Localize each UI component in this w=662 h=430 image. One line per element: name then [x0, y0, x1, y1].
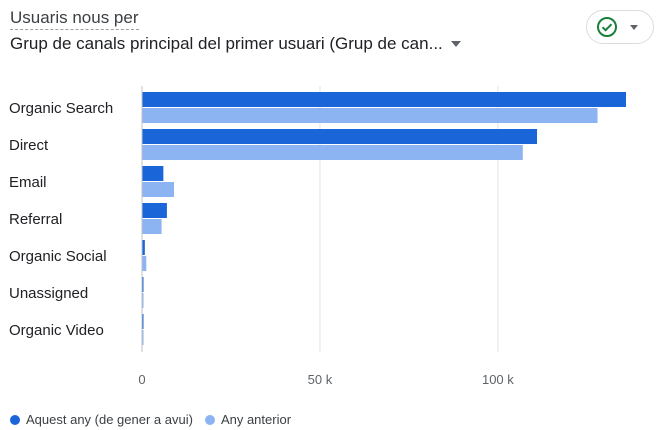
bar-previous [142, 293, 144, 308]
category-label: Organic Search [9, 100, 113, 117]
legend-item-previous[interactable]: Any anterior [204, 412, 292, 427]
bar-current [142, 129, 538, 144]
category-label: Direct [9, 137, 49, 154]
legend: Aquest any (de gener a avui) Any anterio… [10, 412, 303, 427]
card-header: Usuaris nous per Grup de canals principa… [10, 8, 530, 54]
caret-down-icon [450, 41, 461, 47]
chevron-down-icon [630, 24, 638, 30]
bar-current [142, 240, 145, 255]
x-tick-label: 100 k [482, 372, 514, 387]
legend-swatch-current [10, 414, 20, 425]
bar-current [142, 277, 144, 292]
bar-previous [142, 108, 598, 123]
check-circle-icon [596, 16, 618, 38]
bar-previous [142, 145, 523, 160]
bar-current [142, 314, 144, 329]
legend-swatch-previous [204, 414, 215, 425]
x-tick-label: 0 [138, 372, 145, 387]
status-button[interactable] [586, 10, 654, 44]
legend-item-current[interactable]: Aquest any (de gener a avui) [10, 412, 193, 427]
dimension-selector[interactable]: Grup de canals principal del primer usua… [10, 34, 530, 54]
x-tick-label: 50 k [308, 372, 333, 387]
bar-previous [142, 256, 147, 271]
category-label: Email [9, 174, 47, 191]
bar-chart: 0 50 k 100 k Organic Search Direct Email Refer… [9, 86, 626, 387]
category-label: Organic Social [9, 248, 107, 265]
bar-current [142, 203, 167, 218]
legend-label-previous: Any anterior [220, 412, 292, 427]
bar-previous [142, 330, 144, 345]
bar-previous [142, 182, 175, 197]
bar-current [142, 166, 164, 181]
bar-current [142, 92, 626, 107]
bar-previous [142, 219, 162, 234]
chart-title[interactable]: Usuaris nous per [10, 8, 139, 30]
category-label: Referral [9, 211, 62, 228]
category-label: Unassigned [9, 285, 88, 302]
legend-label-current: Aquest any (de gener a avui) [26, 412, 193, 427]
dimension-label: Grup de canals principal del primer usua… [10, 34, 443, 53]
category-label: Organic Video [9, 322, 104, 339]
